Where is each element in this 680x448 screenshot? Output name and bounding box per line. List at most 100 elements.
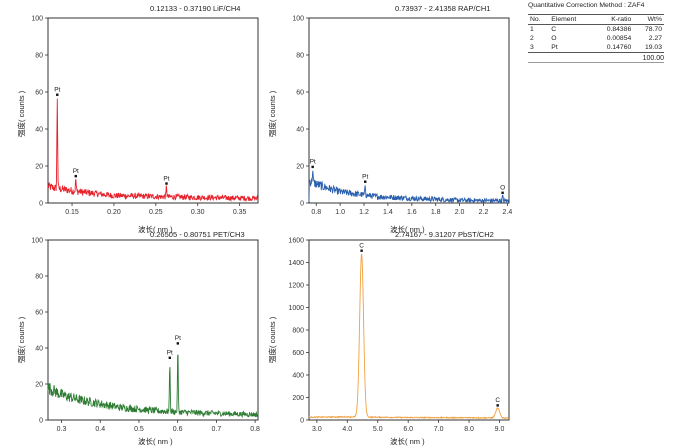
spectrum-trace (47, 98, 259, 203)
y-tick-label: 80 (35, 274, 43, 281)
y-tick-label: 100 (292, 16, 304, 23)
range-label: 0.26505 - 0.80751 PET/CH3 (150, 230, 245, 239)
plot-frame (47, 239, 259, 421)
spectrum-panel-pbst: 2.74167 - 9.31207 PbST/CH2 强度( counts ) … (265, 228, 515, 446)
y-tick-label: 40 (35, 127, 43, 134)
y-tick-label: 1400 (288, 260, 304, 267)
y-tick-label: 60 (35, 310, 43, 317)
cell-wt: 2.27 (648, 35, 662, 42)
x-tick-label: 0.35 (233, 209, 247, 216)
spectrum-chart: 0 20 40 60 80 100 0.15 0.20 0.25 0.30 0.35 Pt Pt Pt (31, 16, 259, 216)
peak-marker (56, 93, 59, 96)
x-axis-label: 波长( nm ) (390, 437, 425, 446)
x-tick-label: 8.0 (464, 426, 474, 433)
peak-label: Pt (362, 174, 368, 181)
x-tick-label: 4.0 (342, 426, 352, 433)
cell-no: 2 (530, 35, 534, 42)
peak-marker (360, 249, 363, 252)
x-tick-label: 0.6 (173, 426, 183, 433)
x-tick-label: 0.30 (191, 209, 205, 216)
x-tick-label: 0.8 (311, 209, 321, 216)
col-kratio: K-ratio (591, 14, 634, 25)
quant-total: 100.00 (528, 53, 664, 63)
x-tick-label: 3.0 (312, 426, 322, 433)
col-element: Element (549, 14, 592, 25)
y-tick-label: 0 (300, 201, 304, 208)
x-tick-label: 0.20 (107, 209, 121, 216)
x-tick-label: 1.4 (383, 209, 393, 216)
x-tick-label: 1.8 (431, 209, 441, 216)
y-tick-label: 1000 (288, 305, 304, 312)
peak-marker (364, 180, 367, 183)
x-tick-label: 5.0 (373, 426, 383, 433)
cell-kratio: 0.84386 (606, 26, 632, 33)
y-tick-label: 60 (296, 90, 304, 97)
range-label: 0.12133 - 0.37190 LiF/CH4 (150, 4, 241, 13)
spectrum-chart: 0 200 400 600 800 1000 1200 1400 1600 3.0 4.0 5.0 6.… (288, 238, 510, 433)
table-row: 2 O 0.00854 2.27 (528, 34, 664, 43)
spectrum-trace (47, 354, 259, 419)
y-tick-label: 100 (31, 238, 43, 245)
table-row: 1 C 0.84386 78.70 (528, 25, 664, 35)
quant-table: No. Element K-ratio Wt% 1 C 0.84386 78.7… (528, 14, 664, 53)
y-tick-label: 200 (292, 395, 304, 402)
cell-wt: 78.70 (644, 26, 662, 33)
peak-marker (501, 191, 504, 194)
x-axis-label: 波长( nm ) (138, 437, 173, 446)
spectrum-chart: 0 20 40 60 80 100 0.3 0.4 0.5 0.6 0.7 0.8 Pt Pt (31, 238, 260, 434)
peak-label: C (495, 397, 500, 404)
cell-element: C (551, 26, 557, 33)
y-tick-label: 60 (35, 90, 43, 97)
range-label: 0.73937 - 2.41358 RAP/CH1 (395, 4, 491, 13)
quant-title: Quantitative Correction Method : ZAF4 (528, 2, 645, 9)
y-tick-label: 600 (292, 350, 304, 357)
peak-marker (168, 356, 172, 359)
x-tick-label: 0.4 (95, 426, 105, 433)
y-tick-label: 0 (300, 418, 304, 425)
plot-frame (308, 17, 510, 204)
x-tick-label: 7.0 (434, 426, 444, 433)
x-tick-label: 0.7 (212, 426, 222, 433)
y-tick-label: 800 (292, 328, 304, 335)
y-tick-label: 1200 (288, 283, 304, 290)
peak-label: Pt (163, 175, 169, 182)
cell-element: Pt (549, 43, 592, 53)
x-tick-label: 9.0 (495, 426, 505, 433)
x-tick-label: 1.6 (407, 209, 417, 216)
x-tick-label: 0.15 (65, 209, 79, 216)
y-tick-label: 80 (35, 53, 43, 60)
col-no: No. (528, 14, 550, 25)
x-tick-label: 0.5 (134, 426, 144, 433)
spectrum-panel-pet: 0.26505 - 0.80751 PET/CH3 强度( counts ) 波… (10, 228, 260, 446)
cell-kratio: 0.00854 (606, 35, 632, 42)
peak-label: O (500, 185, 505, 192)
plot-frame (308, 239, 510, 421)
table-row: 3 Pt 0.14760 19.03 (528, 43, 664, 53)
peak-label: Pt (167, 350, 173, 357)
y-tick-label: 0 (39, 418, 43, 425)
peak-marker (176, 342, 180, 345)
peak-marker (311, 165, 314, 169)
cell-wt: 19.03 (633, 43, 664, 53)
x-tick-label: 0.8 (250, 426, 260, 433)
x-axis-label: 波长( nm ) (138, 225, 173, 234)
y-tick-label: 40 (35, 346, 43, 353)
spectrum-panel-rap: 0.73937 - 2.41358 RAP/CH1 强度( counts ) 波… (265, 2, 515, 234)
peak-marker (74, 174, 77, 178)
y-tick-label: 40 (296, 127, 304, 134)
cell-no: 1 (530, 26, 534, 33)
spectrum-chart: 0 20 40 60 80 100 0.8 1.0 1.2 1.4 1.6 1.8 2.0 2.2 2.4 P… (292, 16, 513, 217)
peak-label: C (359, 243, 364, 250)
x-tick-label: 2.4 (503, 209, 513, 216)
y-tick-label: 20 (296, 164, 304, 171)
x-tick-label: 2.0 (455, 209, 465, 216)
x-tick-label: 2.2 (479, 209, 489, 216)
spectrum-trace (308, 253, 510, 420)
peak-label: Pt (175, 335, 181, 342)
quant-header-row: No. Element K-ratio Wt% (528, 14, 664, 25)
y-tick-label: 20 (35, 382, 43, 389)
col-wt: Wt% (633, 14, 664, 25)
peak-marker (165, 182, 168, 185)
x-tick-label: 1.0 (335, 209, 345, 216)
x-tick-label: 1.2 (359, 209, 369, 216)
